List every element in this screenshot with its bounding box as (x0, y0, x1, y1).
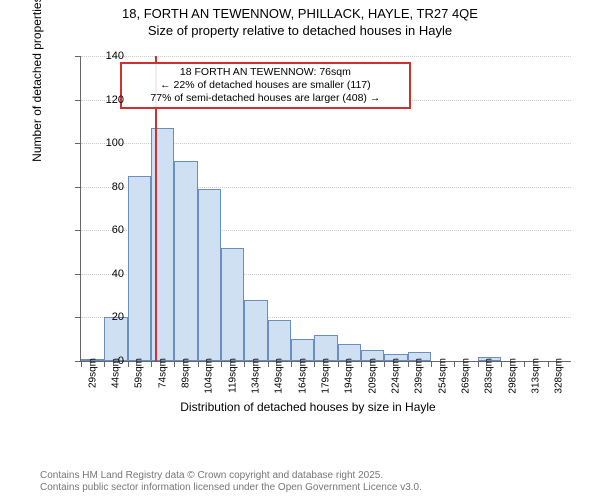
x-tick (478, 361, 479, 367)
y-tick-label: 140 (92, 50, 124, 62)
x-tick (291, 361, 292, 367)
x-tick-label: 119sqm (227, 358, 238, 393)
x-tick (268, 361, 269, 367)
x-tick (501, 361, 502, 367)
y-tick-label: 40 (92, 268, 124, 280)
x-tick (314, 361, 315, 367)
x-tick (338, 361, 339, 367)
x-tick-label: 298sqm (507, 358, 518, 394)
y-tick-label: 100 (92, 137, 124, 149)
x-tick-label: 209sqm (367, 358, 378, 394)
y-tick (75, 230, 81, 231)
footer-line1: Contains HM Land Registry data © Crown c… (40, 470, 422, 482)
x-tick-label: 134sqm (251, 358, 262, 394)
x-axis-title: Distribution of detached houses by size … (38, 400, 578, 414)
histogram-bar (128, 176, 151, 361)
x-tick-label: 194sqm (344, 358, 355, 394)
y-axis-title: Number of detached properties (30, 0, 44, 162)
y-tick (75, 56, 81, 57)
y-tick-label: 80 (92, 181, 124, 193)
x-tick-label: 179sqm (321, 358, 332, 394)
x-tick-label: 239sqm (414, 358, 425, 394)
footer-attribution: Contains HM Land Registry data © Crown c… (40, 470, 422, 494)
annotation-line2: ← 22% of detached houses are smaller (11… (128, 79, 402, 92)
x-tick (431, 361, 432, 367)
plot-area: 29sqm44sqm59sqm74sqm89sqm104sqm119sqm134… (80, 56, 571, 362)
x-tick-label: 328sqm (554, 358, 565, 394)
x-tick-label: 59sqm (134, 358, 145, 388)
y-tick-label: 0 (92, 355, 124, 367)
x-tick-label: 269sqm (461, 358, 472, 394)
y-tick (75, 143, 81, 144)
y-tick-label: 120 (92, 94, 124, 106)
x-tick (384, 361, 385, 367)
x-tick (128, 361, 129, 367)
x-tick (221, 361, 222, 367)
y-tick (75, 187, 81, 188)
y-tick-label: 60 (92, 224, 124, 236)
y-tick (75, 317, 81, 318)
x-tick (454, 361, 455, 367)
histogram-bar (244, 300, 267, 361)
y-tick (75, 274, 81, 275)
x-tick (151, 361, 152, 367)
x-tick (81, 361, 82, 367)
histogram-bar (221, 248, 244, 361)
footer-line2: Contains public sector information licen… (40, 482, 422, 494)
y-tick-label: 20 (92, 311, 124, 323)
annotation-line3: 77% of semi-detached houses are larger (… (128, 92, 402, 105)
x-tick-label: 224sqm (391, 358, 402, 394)
histogram-bar (198, 189, 221, 361)
x-tick (548, 361, 549, 367)
chart-title-block: 18, FORTH AN TEWENNOW, PHILLACK, HAYLE, … (0, 0, 600, 40)
x-tick (524, 361, 525, 367)
x-tick (361, 361, 362, 367)
x-tick-label: 254sqm (437, 358, 448, 394)
histogram-bar (268, 320, 291, 361)
x-tick-label: 164sqm (297, 358, 308, 394)
x-tick-label: 74sqm (157, 358, 168, 388)
title-line2: Size of property relative to detached ho… (0, 23, 600, 40)
x-tick (198, 361, 199, 367)
x-tick-label: 313sqm (531, 358, 542, 394)
x-tick-label: 149sqm (274, 358, 285, 394)
x-tick (174, 361, 175, 367)
x-tick-label: 283sqm (484, 358, 495, 394)
title-line1: 18, FORTH AN TEWENNOW, PHILLACK, HAYLE, … (0, 6, 600, 23)
annotation-line1: 18 FORTH AN TEWENNOW: 76sqm (128, 66, 402, 79)
annotation-box: 18 FORTH AN TEWENNOW: 76sqm← 22% of deta… (120, 62, 410, 109)
chart-container: Number of detached properties 29sqm44sqm… (38, 48, 578, 408)
x-tick-label: 104sqm (204, 358, 215, 394)
y-tick (75, 100, 81, 101)
histogram-bar (174, 161, 197, 361)
x-tick-label: 89sqm (181, 358, 192, 388)
x-tick (244, 361, 245, 367)
x-tick (408, 361, 409, 367)
